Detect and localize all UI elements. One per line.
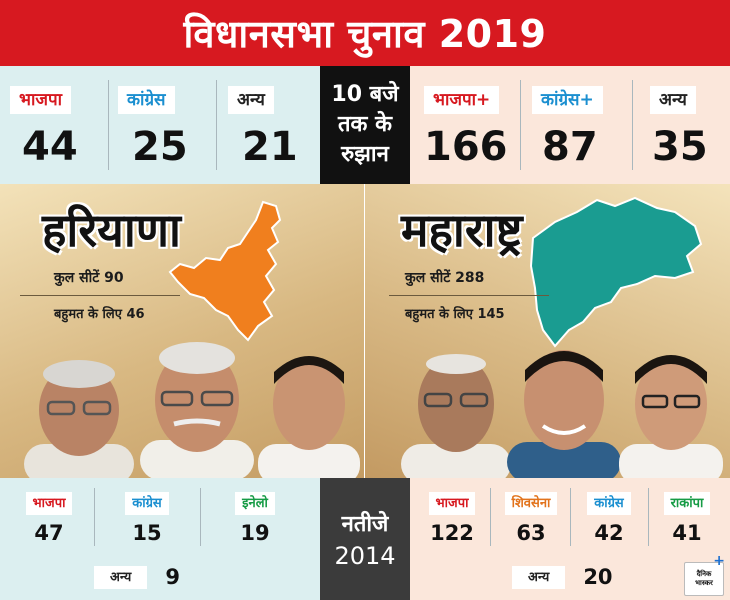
- haryana-2014-inc: कांग्रेस 15: [104, 492, 190, 545]
- maharashtra-trend-bjp: भाजपा+ 166: [424, 86, 524, 170]
- haryana-majority: बहुमत के लिए 46: [54, 307, 145, 322]
- haryana-trend-others: अन्य 21: [228, 86, 320, 170]
- maharashtra-total-seats: कुल सीटें 288: [405, 270, 485, 286]
- header-banner: विधानसभा चुनाव 2019: [0, 0, 730, 66]
- party-badge: कांग्रेस: [125, 492, 169, 515]
- maharashtra-2014-shivsena: शिवसेना 63: [494, 492, 568, 545]
- trend-time-label: 10 बजे तक के रुझान: [320, 66, 410, 184]
- party-badge: इनेलो: [235, 492, 275, 515]
- seat-count: 21: [242, 124, 298, 170]
- divider: [632, 80, 633, 170]
- trend-line-2: तक के: [338, 112, 392, 137]
- seat-count: 166: [424, 124, 508, 170]
- divider: [490, 488, 491, 546]
- haryana-trend-inc: कांग्रेस 25: [118, 86, 210, 170]
- party-badge: अन्य: [228, 86, 274, 114]
- seat-count: 63: [516, 521, 546, 545]
- divider: [389, 295, 549, 296]
- maharashtra-trends-panel: भाजपा+ 166 कांग्रेस+ 87 अन्य 35: [410, 66, 730, 184]
- party-badge: शिवसेना: [504, 492, 558, 515]
- results-label-line-2: 2014: [334, 542, 396, 570]
- divider: [94, 488, 95, 546]
- seat-count: 41: [672, 521, 702, 545]
- party-badge: अन्य: [512, 565, 566, 589]
- party-badge: राकांपा: [663, 492, 711, 515]
- leader-portrait-5: [507, 350, 621, 478]
- party-badge: कांग्रेस: [118, 86, 175, 114]
- haryana-2014-inld: इनेलो 19: [212, 492, 298, 545]
- logo-line-1: दैनिक: [696, 570, 712, 578]
- maharashtra-trend-others: अन्य 35: [650, 86, 730, 170]
- party-badge: भाजपा: [10, 86, 72, 114]
- maharashtra-results-2014: भाजपा 122 शिवसेना 63 कांग्रेस 42 राकांपा…: [410, 478, 730, 600]
- haryana-panel: हरियाणा कुल सीटें 90 बहुमत के लिए 46: [0, 184, 365, 478]
- haryana-trend-bjp: भाजपा 44: [10, 86, 102, 170]
- haryana-trends-panel: भाजपा 44 कांग्रेस 25 अन्य 21: [0, 66, 320, 184]
- results-label-line-1: नतीजे: [341, 512, 389, 537]
- maharashtra-majority: बहुमत के लिए 145: [405, 307, 505, 322]
- haryana-results-2014: भाजपा 47 कांग्रेस 15 इनेलो 19 अन्य 9: [0, 478, 320, 600]
- maharashtra-2014-bjp: भाजपा 122: [416, 492, 488, 545]
- haryana-total-seats: कुल सीटें 90: [54, 270, 124, 286]
- maharashtra-panel: महाराष्ट्र कुल सीटें 288 बहुमत के लिए 14…: [365, 184, 730, 478]
- divider: [570, 488, 571, 546]
- seat-count: 25: [132, 124, 188, 170]
- divider: [200, 488, 201, 546]
- page-title: विधानसभा चुनाव 2019: [183, 12, 547, 56]
- seat-count: 122: [430, 521, 474, 545]
- seat-count: 44: [22, 124, 78, 170]
- divider: [216, 80, 217, 170]
- seat-count: 42: [594, 521, 624, 545]
- party-badge: अन्य: [650, 86, 696, 114]
- party-badge: कांग्रेस+: [532, 86, 603, 114]
- party-badge: अन्य: [94, 565, 148, 589]
- seat-count: 19: [240, 521, 270, 545]
- seat-count: 20: [583, 565, 613, 589]
- party-badge: भाजपा: [25, 492, 73, 515]
- maharashtra-trend-inc: कांग्रेस+ 87: [532, 86, 632, 170]
- seat-count: 47: [34, 521, 64, 545]
- haryana-2014-others: अन्य 9: [94, 565, 180, 589]
- party-badge: भाजपा+: [424, 86, 500, 114]
- leader-portrait-4: [401, 354, 511, 478]
- maharashtra-2014-others: अन्य 20: [512, 565, 613, 589]
- seat-count: 35: [652, 124, 708, 170]
- maharashtra-2014-inc: कांग्रेस 42: [572, 492, 646, 545]
- party-badge: कांग्रेस: [587, 492, 631, 515]
- trend-line-1: 10 बजे: [331, 82, 399, 107]
- seat-count: 15: [132, 521, 162, 545]
- plus-icon: +: [713, 553, 725, 569]
- results-2014-label: नतीजे 2014: [320, 478, 410, 600]
- dainik-bhaskar-logo: + दैनिक भास्कर: [684, 554, 725, 596]
- maharashtra-map-icon: [529, 196, 703, 348]
- divider: [520, 80, 521, 170]
- divider: [20, 295, 180, 296]
- party-badge: भाजपा: [428, 492, 476, 515]
- leader-portrait-3: [258, 356, 360, 478]
- divider: [108, 80, 109, 170]
- divider: [648, 488, 649, 546]
- trend-line-3: रुझान: [341, 142, 389, 167]
- state-name-haryana: हरियाणा: [42, 203, 181, 257]
- haryana-2014-bjp: भाजपा 47: [6, 492, 92, 545]
- leader-portrait-6: [619, 355, 723, 478]
- maharashtra-2014-ncp: राकांपा 41: [650, 492, 724, 545]
- state-name-maharashtra: महाराष्ट्र: [401, 203, 523, 257]
- seat-count: 87: [542, 124, 598, 170]
- logo-line-2: भास्कर: [695, 579, 713, 587]
- leader-portrait-1: [24, 360, 134, 478]
- seat-count: 9: [165, 565, 180, 589]
- leader-portrait-2: [140, 342, 254, 478]
- haryana-map-icon: [168, 200, 282, 342]
